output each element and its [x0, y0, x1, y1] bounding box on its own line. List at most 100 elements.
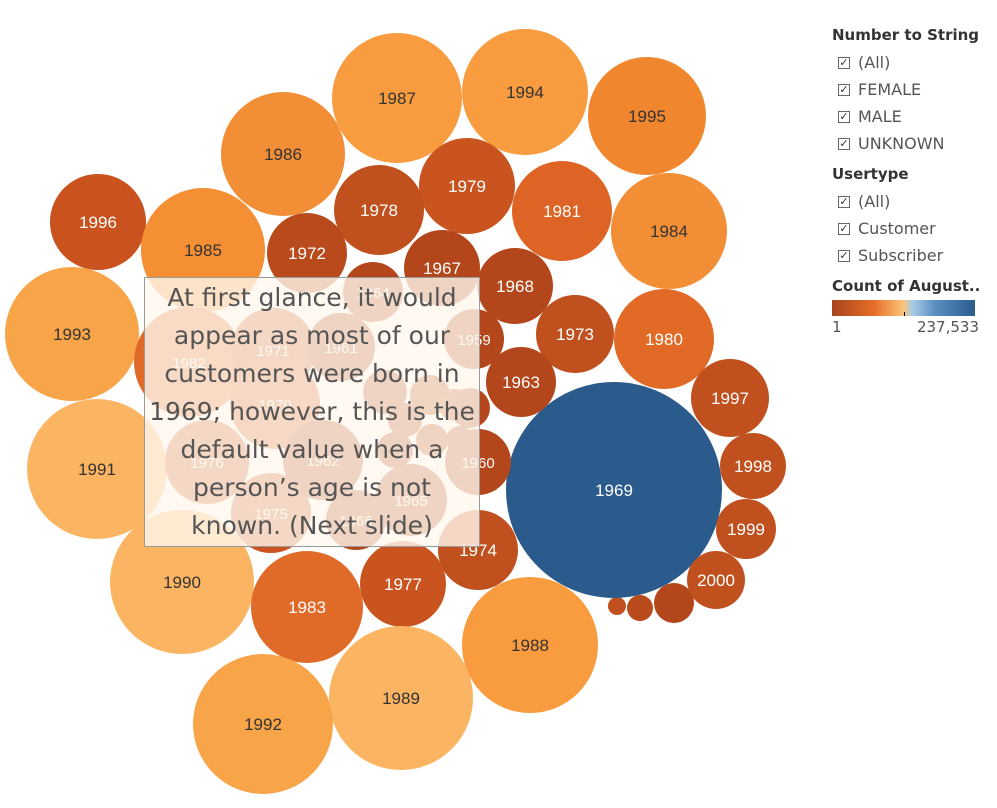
legend-panel: Number to String ✓ (All) ✓ FEMALE ✓ MALE… — [832, 26, 992, 344]
bubble-1996[interactable]: 1996 — [50, 174, 146, 270]
bubble-label: 1981 — [543, 202, 581, 221]
filter-item-label: (All) — [858, 53, 891, 72]
bubble-1988[interactable]: 1988 — [462, 577, 598, 713]
bubble-label: 1963 — [502, 373, 540, 392]
bubble-circle[interactable] — [588, 57, 706, 175]
bubble-1991[interactable]: 1991 — [27, 399, 167, 539]
filter-item-subscriber[interactable]: ✓ Subscriber — [832, 242, 992, 269]
filter-title-usertype: Usertype — [832, 165, 909, 183]
bubble-circle[interactable] — [419, 138, 515, 234]
bubble-circle[interactable] — [329, 626, 473, 770]
checkbox-icon[interactable]: ✓ — [838, 56, 850, 69]
bubble-circle[interactable] — [334, 165, 424, 255]
checkbox-icon[interactable]: ✓ — [838, 195, 850, 208]
bubble-1995[interactable]: 1995 — [588, 57, 706, 175]
filter-item-label: FEMALE — [858, 80, 922, 99]
checkbox-icon[interactable]: ✓ — [838, 83, 850, 96]
checkbox-icon[interactable]: ✓ — [838, 249, 850, 262]
bubble-circle[interactable] — [611, 173, 727, 289]
bubble-label: 1969 — [595, 481, 633, 500]
bubble-circle[interactable] — [50, 174, 146, 270]
filter-item-male[interactable]: ✓ MALE — [832, 103, 992, 130]
bubble-circle[interactable] — [614, 289, 714, 389]
bubble-circle[interactable] — [477, 248, 553, 324]
bubble-1973[interactable]: 1973 — [536, 295, 614, 373]
filter-usertype: Usertype ✓ (All) ✓ Customer ✓ Subscriber — [832, 165, 992, 269]
bubble-circle[interactable] — [536, 295, 614, 373]
bubble-label: 1992 — [244, 715, 282, 734]
filter-item-label: MALE — [858, 107, 902, 126]
bubble-small[interactable] — [608, 597, 626, 615]
bubble-circle[interactable] — [360, 541, 446, 627]
bubble-circle[interactable] — [193, 654, 333, 794]
bubble-1978[interactable]: 1978 — [334, 165, 424, 255]
bubble-circle[interactable] — [716, 499, 776, 559]
color-range-max: 237,533 — [916, 318, 979, 336]
bubble-circle[interactable] — [462, 577, 598, 713]
bubble-1972[interactable]: 1972 — [267, 213, 347, 293]
bubble-1999[interactable]: 1999 — [716, 499, 776, 559]
bubble-2000[interactable]: 2000 — [687, 551, 745, 609]
bubble-label: 1988 — [511, 636, 549, 655]
bubble-label: 1973 — [556, 325, 594, 344]
color-legend: Count of August.. 1 237,533 — [832, 277, 992, 336]
bubble-circle[interactable] — [512, 161, 612, 261]
checkbox-icon[interactable]: ✓ — [838, 222, 850, 235]
filter-item-label: (All) — [858, 192, 891, 211]
bubble-1979[interactable]: 1979 — [419, 138, 515, 234]
bubble-1981[interactable]: 1981 — [512, 161, 612, 261]
bubble-label: 1997 — [711, 389, 749, 408]
bubble-1980[interactable]: 1980 — [614, 289, 714, 389]
bubble-label: 1994 — [506, 83, 544, 102]
bubble-small[interactable] — [627, 595, 653, 621]
bubble-1968[interactable]: 1968 — [477, 248, 553, 324]
filter-item-label: Subscriber — [858, 246, 944, 265]
bubble-1997[interactable]: 1997 — [691, 359, 769, 437]
filter-item-customer[interactable]: ✓ Customer — [832, 215, 992, 242]
bubble-1984[interactable]: 1984 — [611, 173, 727, 289]
bubble-circle[interactable] — [720, 433, 786, 499]
filter-item-female[interactable]: ✓ FEMALE — [832, 76, 992, 103]
bubble-1969[interactable]: 1969 — [506, 382, 722, 598]
bubble-circle[interactable] — [506, 382, 722, 598]
bubble-circle[interactable] — [691, 359, 769, 437]
bubble-circle[interactable] — [267, 213, 347, 293]
bubble-label: 1980 — [645, 330, 683, 349]
checkbox-icon[interactable]: ✓ — [838, 137, 850, 150]
bubble-circle[interactable] — [462, 29, 588, 155]
checkbox-icon[interactable]: ✓ — [838, 110, 850, 123]
bubble-label: 1990 — [163, 573, 201, 592]
bubble-label: 1993 — [53, 325, 91, 344]
bubble-1994[interactable]: 1994 — [462, 29, 588, 155]
bubble-label: 1987 — [378, 89, 416, 108]
bubble-1977[interactable]: 1977 — [360, 541, 446, 627]
bubble-circle[interactable] — [687, 551, 745, 609]
filter-item-all[interactable]: ✓ (All) — [832, 49, 992, 76]
bubble-label: 1999 — [727, 520, 765, 539]
bubble-small[interactable] — [654, 583, 694, 623]
bubble-1989[interactable]: 1989 — [329, 626, 473, 770]
bubble-label: 1991 — [78, 460, 116, 479]
filter-item-all[interactable]: ✓ (All) — [832, 188, 992, 215]
bubble-circle[interactable] — [332, 33, 462, 163]
filter-title-number-to-string: Number to String — [832, 26, 980, 44]
bubble-label: 1996 — [79, 213, 117, 232]
bubble-1993[interactable]: 1993 — [5, 267, 139, 401]
filter-item-label: Customer — [858, 219, 936, 238]
bubble-label: 1995 — [628, 107, 666, 126]
bubble-1987[interactable]: 1987 — [332, 33, 462, 163]
bubble-1963[interactable]: 1963 — [486, 347, 556, 417]
bubble-1998[interactable]: 1998 — [720, 433, 786, 499]
filter-item-unknown[interactable]: ✓ UNKNOWN — [832, 130, 992, 157]
bubble-circle[interactable] — [251, 551, 363, 663]
bubble-circle[interactable] — [5, 267, 139, 401]
color-legend-title: Count of August.. — [832, 277, 981, 295]
bubble-1992[interactable]: 1992 — [193, 654, 333, 794]
bubble-circle[interactable] — [27, 399, 167, 539]
bubble-circle[interactable] — [486, 347, 556, 417]
bubble-1983[interactable]: 1983 — [251, 551, 363, 663]
bubble-label: 1978 — [360, 201, 398, 220]
bubble-1986[interactable]: 1986 — [221, 92, 345, 216]
annotation-box[interactable]: At first glance, it would appear as most… — [144, 277, 480, 547]
bubble-circle[interactable] — [221, 92, 345, 216]
